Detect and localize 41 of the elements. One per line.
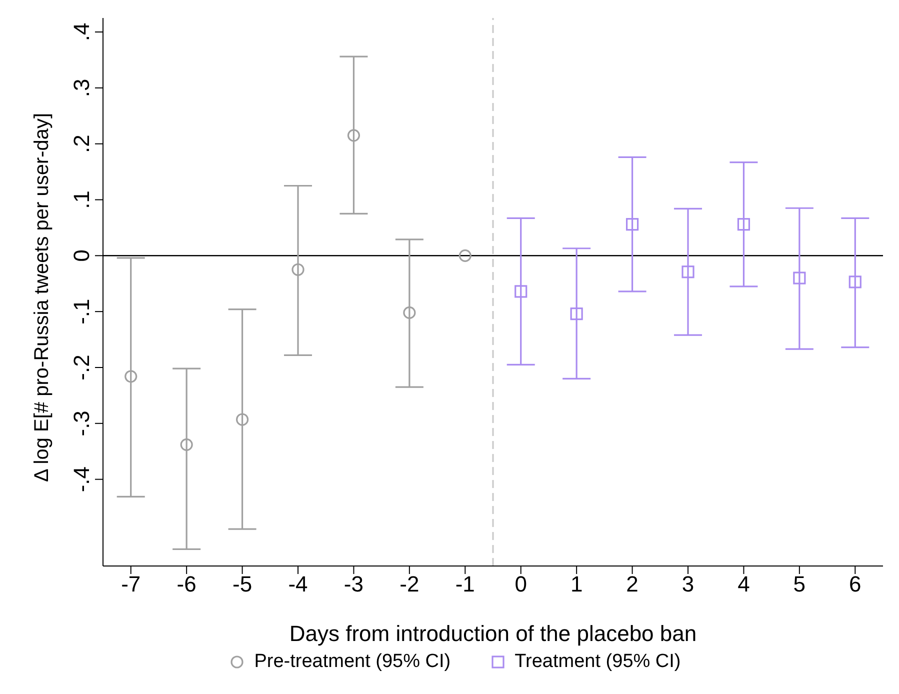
point xyxy=(737,218,750,231)
point xyxy=(180,438,193,451)
y-tick-label: -.4 xyxy=(69,466,94,492)
x-tick-label: -6 xyxy=(176,572,196,597)
point xyxy=(514,285,528,298)
y-axis-title: Δ log E[# pro-Russia tweets per user-day] xyxy=(31,112,54,482)
x-tick-label: -3 xyxy=(344,572,364,597)
point xyxy=(570,308,583,320)
point xyxy=(793,272,806,284)
x-tick-label: -7 xyxy=(121,572,141,597)
y-tick-label: .3 xyxy=(69,78,94,98)
y-tick-label: -.1 xyxy=(69,298,94,324)
y-tick-label: -.3 xyxy=(69,410,94,436)
point xyxy=(347,129,360,142)
x-tick-label: 5 xyxy=(793,572,806,597)
point xyxy=(124,370,138,383)
y-tick-label: .1 xyxy=(69,190,94,209)
point xyxy=(458,249,472,262)
y-tick-label: -.2 xyxy=(69,354,94,380)
point xyxy=(403,306,416,319)
point xyxy=(626,218,639,231)
x-tick-label: -4 xyxy=(288,572,308,597)
point xyxy=(236,413,249,426)
x-tick-label: -1 xyxy=(455,572,475,597)
y-tick-label: 0 xyxy=(69,250,94,262)
y-tick-label: .2 xyxy=(69,134,94,153)
legend-label: Treatment (95% CI) xyxy=(514,651,681,673)
x-tick-label: 1 xyxy=(570,572,583,597)
point xyxy=(682,266,694,278)
y-tick-label: .4 xyxy=(69,22,94,42)
x-tick-label: -5 xyxy=(232,572,252,597)
x-axis-title: Days from introduction of the placebo ban xyxy=(289,621,697,646)
x-tick-label: 0 xyxy=(514,572,527,597)
x-tick-label: 2 xyxy=(626,572,638,597)
legend-label: Pre-treatment (95% CI) xyxy=(254,651,451,673)
x-tick-label: -2 xyxy=(400,572,420,597)
point xyxy=(848,276,862,288)
point xyxy=(292,263,304,276)
x-tick-label: 4 xyxy=(738,572,750,597)
x-tick-label: 3 xyxy=(682,572,694,597)
x-tick-label: 6 xyxy=(849,572,862,597)
